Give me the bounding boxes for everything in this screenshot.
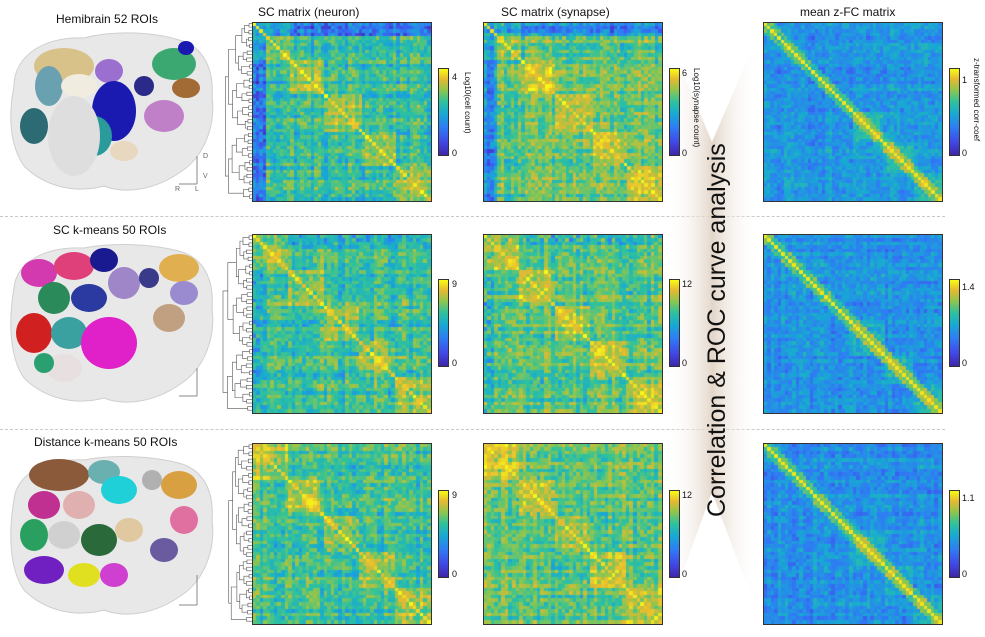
matrix-r0-fc xyxy=(763,22,943,202)
row-title-hemibrain: Hemibrain 52 ROIs xyxy=(56,12,159,26)
correlation-funnel xyxy=(668,37,757,612)
colorbar-min-tick: 0 xyxy=(682,569,688,579)
colorbar-min-tick: 0 xyxy=(452,569,458,579)
colorbar-label: Log10(synapse count) xyxy=(692,68,701,148)
column-header-neuron: SC matrix (neuron) xyxy=(258,5,360,19)
colorbar-max-tick: 12 xyxy=(682,490,693,500)
matrix-r2-synapse xyxy=(483,443,663,625)
colorbar-label: Log10(cell count) xyxy=(463,72,472,134)
colorbar xyxy=(949,279,960,367)
matrix-r2-neuron xyxy=(252,443,432,625)
axis-letter-l: L xyxy=(195,186,199,193)
axis-letter-v: V xyxy=(203,173,208,180)
row-title-distance-kmeans: Distance k-means 50 ROIs xyxy=(34,435,178,449)
matrix-r2-fc xyxy=(763,443,943,625)
dendrogram xyxy=(228,444,252,622)
colorbar xyxy=(669,279,680,367)
matrix-r1-neuron xyxy=(252,234,432,414)
axis-letter-d: D xyxy=(203,153,209,160)
colorbar xyxy=(949,490,960,578)
matrix-r0-neuron xyxy=(252,22,432,202)
colorbar-max-tick: 1.1 xyxy=(962,493,975,503)
colorbar xyxy=(669,68,680,156)
colorbar-max-tick: 9 xyxy=(452,490,458,500)
colorbar xyxy=(438,279,449,367)
colorbar xyxy=(438,490,449,578)
colorbar xyxy=(949,68,960,156)
colorbar-max-tick: 1.4 xyxy=(962,282,975,292)
colorbar-min-tick: 0 xyxy=(452,148,458,158)
colorbar-min-tick: 0 xyxy=(682,358,688,368)
column-header-synapse: SC matrix (synapse) xyxy=(501,5,610,19)
colorbar-min-tick: 0 xyxy=(962,148,968,158)
colorbar-max-tick: 12 xyxy=(682,279,693,289)
row-title-sc-kmeans: SC k-means 50 ROIs xyxy=(53,223,167,237)
dendrogram xyxy=(222,235,252,411)
matrix-r1-fc xyxy=(763,234,943,414)
colorbar-max-tick: 9 xyxy=(452,279,458,289)
brain-render-distance-kmeans xyxy=(10,456,214,615)
colorbar xyxy=(669,490,680,578)
colorbar xyxy=(438,68,449,156)
colorbar-min-tick: 0 xyxy=(682,148,688,158)
row-separator xyxy=(0,216,945,217)
dendrogram xyxy=(225,23,252,199)
colorbar-min-tick: 0 xyxy=(452,358,458,368)
colorbar-label: z-transformed corr-coef xyxy=(972,58,981,142)
side-label: Correlation & ROC curve analysis xyxy=(703,143,731,517)
row-separator xyxy=(0,429,945,430)
matrix-r1-synapse xyxy=(483,234,663,414)
brain-render-hemibrain xyxy=(10,32,214,191)
colorbar-min-tick: 0 xyxy=(962,569,968,579)
matrix-r0-synapse xyxy=(483,22,663,202)
colorbar-max-tick: 1 xyxy=(962,75,968,85)
axis-letter-r: R xyxy=(175,186,181,193)
colorbar-max-tick: 4 xyxy=(452,72,458,82)
brain-render-sc-kmeans xyxy=(10,244,214,403)
colorbar-max-tick: 6 xyxy=(682,68,688,78)
colorbar-min-tick: 0 xyxy=(962,358,968,368)
column-header-fc: mean z-FC matrix xyxy=(800,5,896,19)
